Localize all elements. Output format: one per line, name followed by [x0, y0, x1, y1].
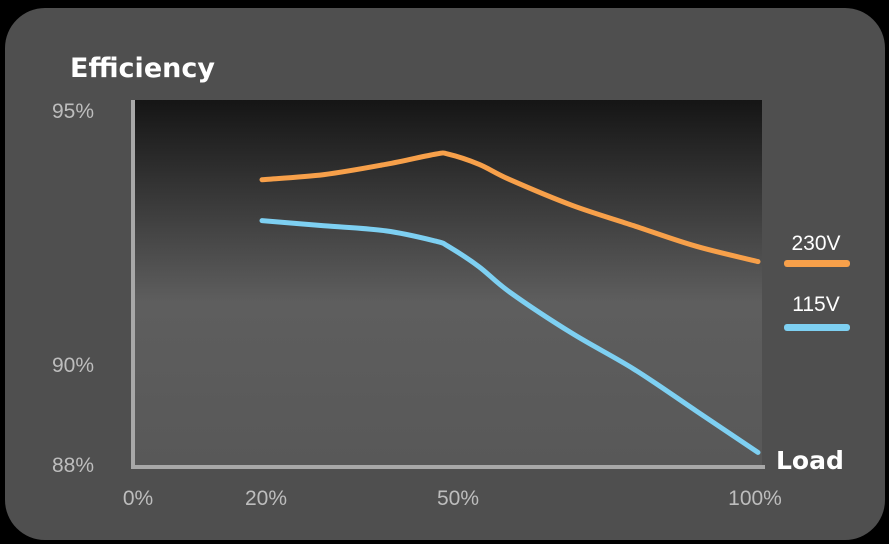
- series-line-115v: [259, 218, 761, 455]
- series-line-230v: [259, 150, 761, 265]
- x-tick-label: 50%: [437, 487, 479, 510]
- legend-swatch-115v: [784, 324, 850, 331]
- legend-label-230v: 230V: [791, 232, 840, 255]
- y-tick-label: 95%: [52, 100, 94, 123]
- legend-label-115v: 115V: [792, 293, 840, 316]
- x-axis-title: Load: [776, 446, 844, 475]
- y-tick-label: 88%: [52, 454, 94, 477]
- legend-swatch-230v: [784, 260, 850, 267]
- plot-area: [135, 100, 762, 468]
- y-tick-label: 90%: [52, 354, 94, 377]
- y-axis-title: Efficiency: [70, 53, 215, 84]
- x-tick-label: 20%: [245, 487, 287, 510]
- x-tick-label: 0%: [123, 487, 153, 510]
- x-tick-label: 100%: [728, 487, 782, 510]
